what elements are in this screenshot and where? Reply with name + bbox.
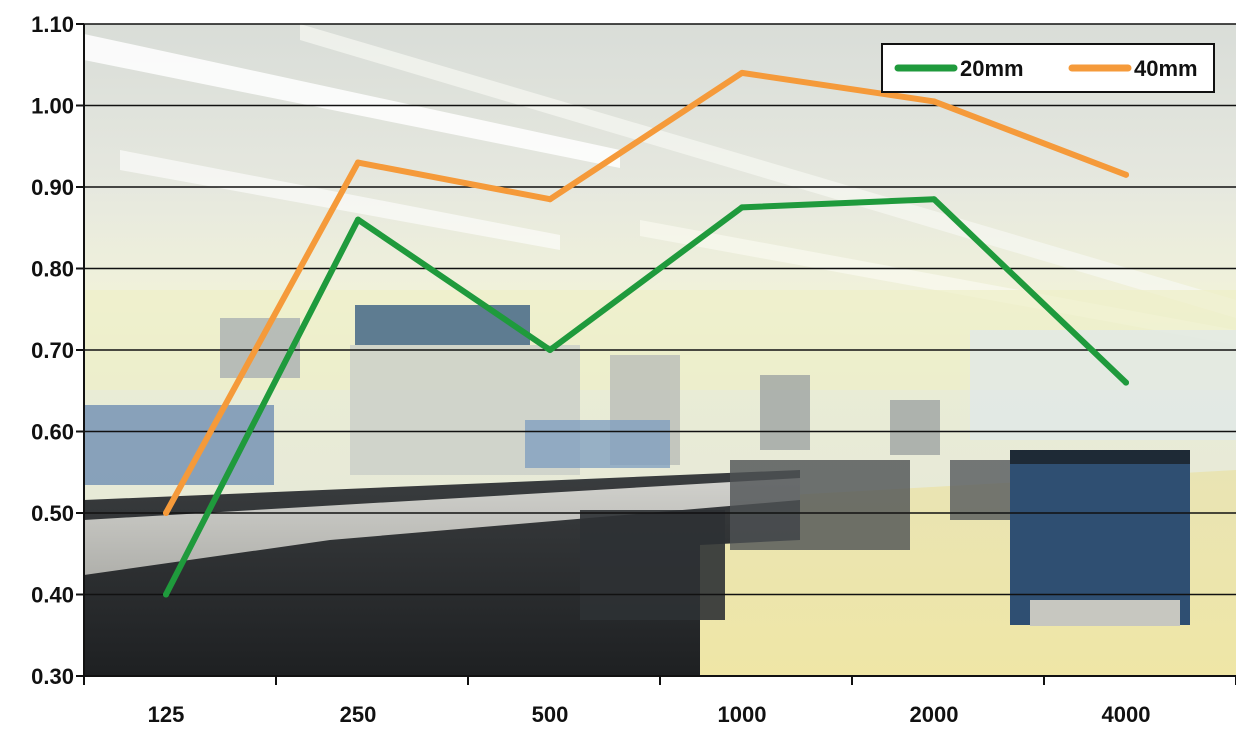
x-tick-label: 1000 [718,702,767,727]
data-point-20mm [739,204,745,211]
x-tick-label: 4000 [1102,702,1151,727]
data-point-20mm [547,347,553,353]
data-point-40mm [355,159,361,166]
x-tick-labels: 125 250 500 1000 2000 4000 [148,702,1151,727]
data-point-40mm [547,196,553,203]
data-point-40mm [1123,171,1129,178]
y-tick-labels: 0.30 0.40 0.50 0.60 0.70 0.80 0.90 1.00 1.10 [31,12,74,689]
axes [76,23,1236,685]
x-tick-label: 125 [148,702,185,727]
data-point-20mm [1123,379,1129,386]
data-point-20mm [931,196,937,203]
data-point-40mm [163,510,169,516]
legend-label-40mm: 40mm [1134,56,1198,81]
y-tick-label: 1.10 [31,12,74,37]
series-line-40mm [163,69,1129,516]
x-tick-label: 250 [340,702,377,727]
y-tick-label: 0.80 [31,257,74,282]
data-point-20mm [355,216,361,223]
y-tick-label: 0.60 [31,420,74,445]
y-tick-label: 0.70 [31,338,74,363]
series-line-20mm [163,196,1129,598]
y-tick-label: 0.50 [31,501,74,526]
y-tick-label: 0.90 [31,175,74,200]
legend: 20mm 40mm [881,43,1215,93]
x-tick-label: 2000 [910,702,959,727]
legend-box [881,43,1215,93]
data-point-20mm [163,591,169,598]
legend-label-20mm: 20mm [960,56,1024,81]
data-point-40mm [739,69,745,76]
data-point-40mm [931,98,937,105]
y-tick-label: 0.30 [31,664,74,689]
y-tick-label: 1.00 [31,94,74,119]
series-lines [163,69,1129,598]
x-tick-label: 500 [532,702,569,727]
y-tick-label: 0.40 [31,583,74,608]
gridlines [84,23,1236,596]
